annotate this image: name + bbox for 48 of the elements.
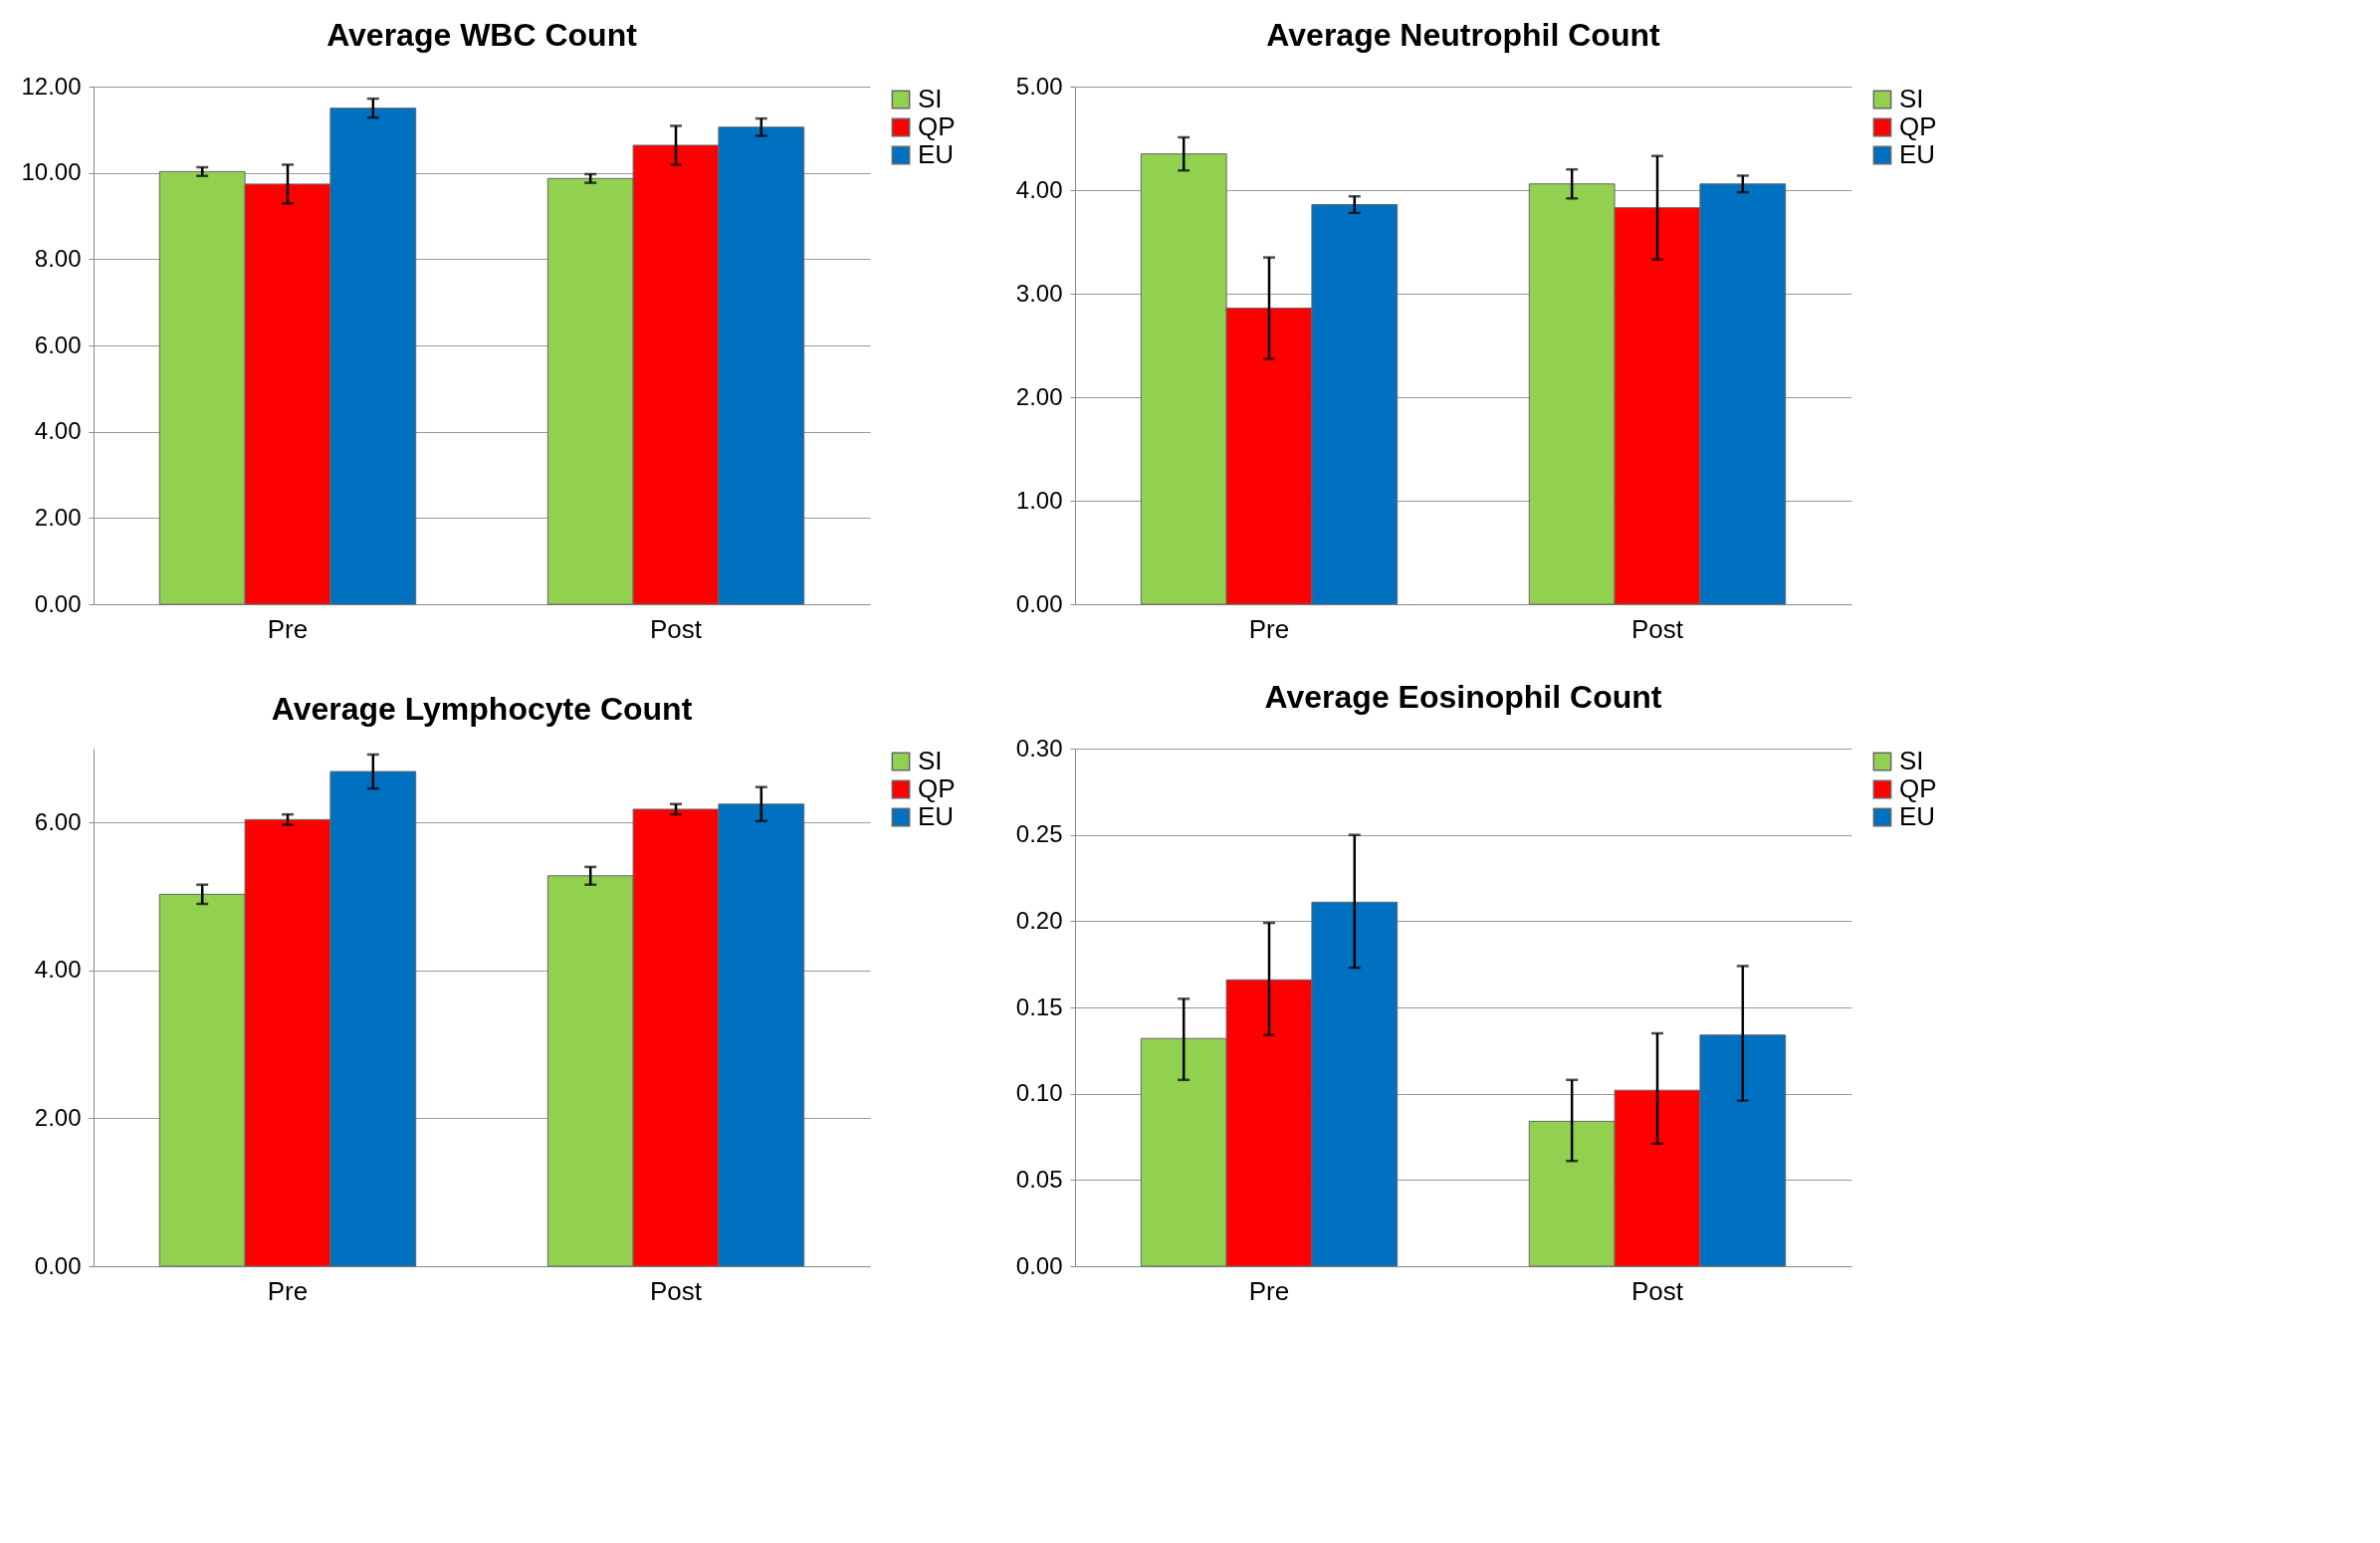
chart-title: Average Neutrophil Count: [1266, 17, 1660, 53]
y-tick-label: 2.00: [1015, 382, 1063, 410]
legend-label: EU: [918, 801, 955, 831]
y-tick-label: 0.30: [1015, 734, 1063, 762]
legend-label: SI: [918, 746, 943, 775]
x-tick-label: Pre: [267, 1275, 309, 1306]
y-tick-label: 5.00: [1015, 72, 1063, 100]
y-tick-label: 0.20: [1015, 906, 1063, 934]
legend-label: QP: [918, 111, 956, 141]
x-tick-label: Post: [649, 613, 703, 644]
legend-label: EU: [918, 139, 955, 169]
x-tick-label: Pre: [1248, 613, 1290, 644]
y-tick-label: 6.00: [34, 807, 82, 835]
x-tick-label: Pre: [1248, 1275, 1290, 1306]
legend-label: QP: [918, 773, 956, 803]
y-tick-label: 4.00: [34, 417, 82, 445]
x-tick-label: Post: [1630, 613, 1684, 644]
chart-title: Average Lymphocyte Count: [271, 691, 693, 727]
y-tick-label: 2.00: [34, 1103, 82, 1131]
y-tick-label: 4.00: [1015, 175, 1063, 203]
y-tick-label: 0.00: [34, 1251, 82, 1279]
y-tick-label: 8.00: [34, 244, 82, 272]
chart-title: Average WBC Count: [326, 17, 638, 53]
legend-label: EU: [1899, 801, 1936, 831]
legend-label: QP: [1899, 773, 1937, 803]
y-tick-label: 0.05: [1015, 1165, 1063, 1193]
y-tick-label: 0.00: [34, 589, 82, 617]
y-tick-label: 6.00: [34, 331, 82, 358]
legend-label: SI: [918, 84, 943, 113]
legend-label: QP: [1899, 111, 1937, 141]
x-tick-label: Post: [1630, 1275, 1684, 1306]
y-tick-label: 10.00: [21, 158, 82, 186]
legend-label: SI: [1899, 746, 1924, 775]
legend-label: SI: [1899, 84, 1924, 113]
y-tick-label: 0.00: [1015, 589, 1063, 617]
legend-label: EU: [1899, 139, 1936, 169]
x-tick-label: Post: [649, 1275, 703, 1306]
y-tick-label: 4.00: [34, 956, 82, 984]
y-tick-label: 0.10: [1015, 1079, 1063, 1107]
y-tick-label: 0.00: [1015, 1251, 1063, 1279]
y-tick-label: 3.00: [1015, 279, 1063, 307]
chart-title: Average Eosinophil Count: [1264, 679, 1662, 715]
y-tick-label: 1.00: [1015, 486, 1063, 514]
y-tick-label: 0.25: [1015, 820, 1063, 848]
y-tick-label: 12.00: [21, 72, 82, 100]
y-tick-label: 0.15: [1015, 992, 1063, 1020]
x-tick-label: Pre: [267, 613, 309, 644]
y-tick-label: 2.00: [34, 503, 82, 531]
